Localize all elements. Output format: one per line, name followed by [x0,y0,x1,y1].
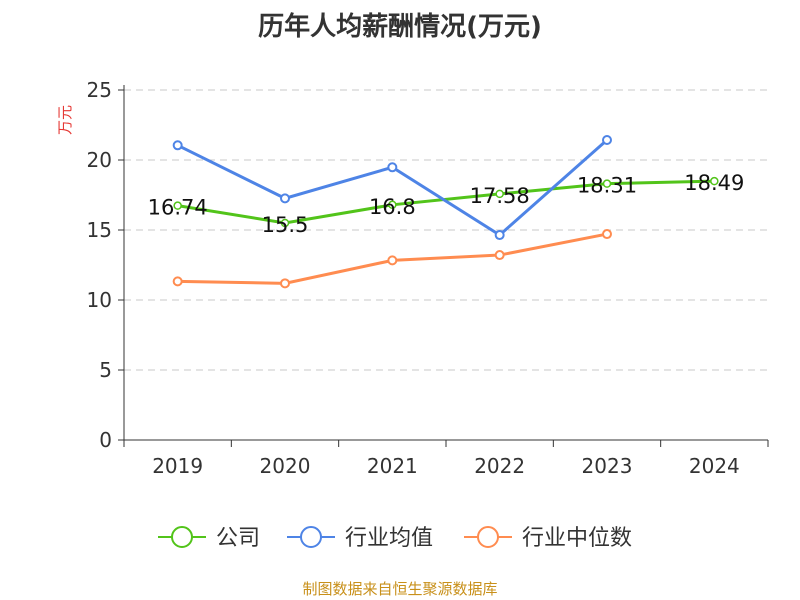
data-label: 18.31 [577,174,637,198]
y-tick-label: 25 [87,78,112,102]
y-tick-label: 20 [87,148,112,172]
data-point [172,140,183,151]
legend-label: 行业均值 [345,526,433,551]
legend-marker [171,526,193,548]
data-label: 15.5 [262,213,309,237]
data-label: 18.49 [684,171,744,195]
series-line-0 [177,179,715,225]
data-point [494,250,505,261]
data-label: 16.74 [148,196,208,220]
source-note: 制图数据来自恒生聚源数据库 [302,580,498,598]
data-point [280,278,290,289]
data-point [387,255,398,266]
y-axis-label: 万元 [56,105,74,135]
x-tick-label: 2024 [689,454,740,478]
data-point [388,200,397,210]
data-point [280,218,290,228]
chart-title: 历年人均薪酬情况(万元) [258,12,542,42]
x-tick-label: 2019 [152,454,203,478]
data-point [494,230,505,241]
legend-marker [300,526,322,548]
data-point [173,201,182,210]
data-point [602,134,612,145]
series-line-1 [177,138,608,237]
data-point [172,276,183,287]
x-tick-label: 2023 [582,454,633,478]
legend-label: 行业中位数 [522,526,632,551]
data-point [710,176,719,186]
legend-marker [477,526,499,548]
x-tick-label: 2022 [474,454,525,478]
x-tick-label: 2020 [260,454,311,478]
data-point [602,179,612,188]
data-point [495,189,504,199]
data-point [280,193,290,204]
y-tick-label: 5 [99,358,112,382]
y-tick-label: 15 [87,218,112,242]
data-point [387,162,398,173]
y-tick-label: 10 [87,288,112,312]
legend-label: 公司 [216,526,260,551]
data-label: 17.58 [470,184,530,208]
data-point [602,229,612,240]
y-tick-label: 0 [99,428,112,452]
data-label: 16.8 [369,195,416,219]
x-tick-label: 2021 [367,454,418,478]
